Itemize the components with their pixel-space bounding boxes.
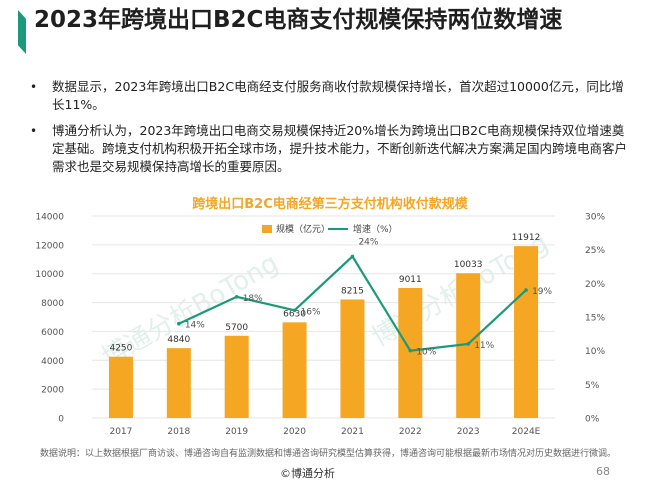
chart-container: 跨境出口B2C电商经第三方支付机构收付款规模 0 2000 4000 6000 8000 1…: [0, 190, 660, 450]
growth-value-label: 19%: [532, 287, 552, 297]
growth-point: [292, 308, 297, 313]
growth-value-label: 16%: [301, 307, 321, 317]
bar-value-label: 6630: [283, 309, 306, 319]
x-tick-label: 2024E: [512, 427, 541, 437]
bullet-list: 数据显示，2023年跨境出口B2C电商经支付服务商收付款规模保持增长，首次超过1…: [30, 78, 630, 184]
y-right-tick-label: 20%: [585, 280, 605, 290]
bar: [166, 348, 191, 418]
x-tick-label: 2023: [457, 427, 480, 437]
x-tick-label: 2020: [283, 427, 306, 437]
growth-value-label: 11%: [474, 341, 494, 351]
x-tick-label: 2018: [167, 427, 190, 437]
y-left-tick-label: 8000: [41, 299, 64, 309]
bar-value-label: 9011: [399, 275, 422, 285]
bar: [224, 335, 249, 418]
growth-point: [177, 321, 181, 326]
growth-point: [408, 348, 413, 353]
growth-value-label: 14%: [185, 321, 205, 331]
title-accent-bar: [18, 10, 26, 54]
bar-value-label: 11912: [512, 233, 541, 243]
bar-value-label: 8215: [341, 286, 364, 296]
bar: [340, 299, 365, 418]
bullet-item-2: 博通分析认为，2023年跨境出口电商交易规模保持近20%增长为跨境出口B2C电商…: [30, 122, 630, 176]
y-right-tick-label: 5%: [585, 381, 600, 391]
bar: [514, 246, 539, 418]
bar: [282, 322, 307, 418]
y-left-tick-label: 2000: [41, 386, 64, 396]
legend-line-label: 增速（%）: [353, 223, 398, 235]
page-number: 68: [596, 465, 610, 478]
combo-chart: 跨境出口B2C电商经第三方支付机构收付款规模 0 2000 4000 6000 8000 1…: [35, 196, 605, 437]
y-left-tick-label: 4000: [41, 357, 64, 367]
y-left-tick-label: 12000: [35, 241, 64, 251]
y-left-tick-label: 0: [58, 415, 64, 425]
legend-bar-swatch: [262, 225, 272, 233]
growth-point: [524, 288, 528, 292]
chart-title: 跨境出口B2C电商经第三方支付机构收付款规模: [192, 196, 468, 212]
page-title: 2023年跨境出口B2C电商支付规模保持两位数增速: [34, 7, 563, 33]
y-left-tick-label: 6000: [41, 328, 64, 338]
x-tick-label: 2022: [399, 427, 422, 437]
x-tick-label: 2019: [225, 427, 248, 437]
y-left-tick-label: 10000: [35, 270, 64, 280]
data-footnote: 数据说明：以上数据根据厂商访谈、博通咨询自有监测数据和博通咨询研究模型估算获得，…: [40, 449, 617, 459]
bullet-item-1: 数据显示，2023年跨境出口B2C电商经支付服务商收付款规模保持增长，首次超过1…: [30, 78, 630, 114]
bar-value-label: 4250: [109, 344, 132, 354]
bar-value-label: 10033: [454, 260, 483, 270]
bar: [108, 356, 133, 418]
y-left-tick-label: 14000: [35, 213, 64, 223]
bar-value-label: 4840: [167, 335, 190, 345]
growth-value-label: 24%: [358, 237, 378, 247]
y-right-tick-label: 10%: [585, 347, 605, 357]
y-right-tick-label: 0%: [585, 415, 600, 425]
growth-point: [466, 342, 470, 346]
growth-point: [234, 295, 239, 299]
x-tick-label: 2021: [341, 427, 364, 437]
y-right-tick-label: 25%: [585, 246, 605, 256]
growth-value-label: 10%: [416, 348, 436, 358]
bar-value-label: 5700: [225, 323, 248, 333]
brand-footer: ©博通分析: [280, 467, 335, 480]
growth-point: [350, 254, 355, 259]
y-right-tick-label: 15%: [585, 314, 605, 324]
bar: [398, 287, 423, 418]
x-tick-label: 2017: [109, 427, 132, 437]
growth-value-label: 18%: [243, 294, 263, 304]
legend-bar-label: 规模（亿元）: [276, 223, 330, 235]
y-right-tick-label: 30%: [585, 213, 605, 223]
